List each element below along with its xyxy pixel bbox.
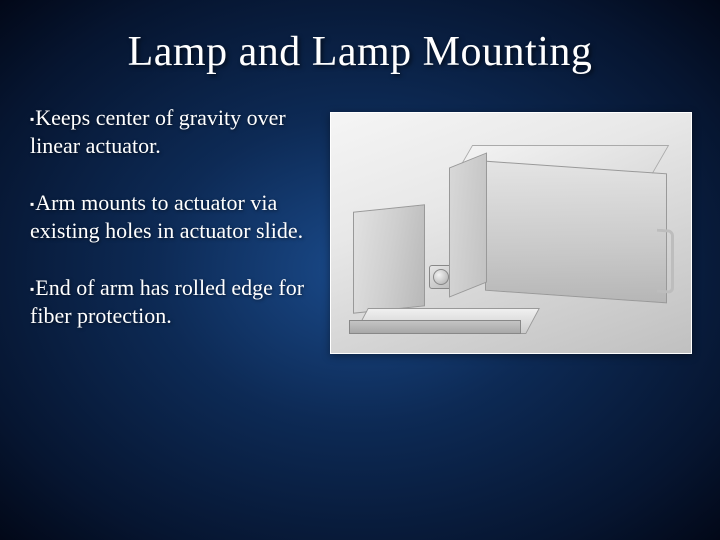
cad-render [330,112,692,354]
bullet-item: ▪Arm mounts to actuator via existing hol… [30,189,310,244]
bracket-side-face [353,204,425,314]
handle-icon [657,229,674,294]
bullet-text: Keeps center of gravity over linear actu… [30,105,286,158]
slide: Lamp and Lamp Mounting ▪Keeps center of … [0,0,720,540]
content-row: ▪Keeps center of gravity over linear act… [0,86,720,359]
bullet-text: Arm mounts to actuator via existing hole… [30,190,303,243]
image-area [330,104,692,359]
page-title: Lamp and Lamp Mounting [0,0,720,86]
housing-front-face [449,152,487,297]
bullet-list: ▪Keeps center of gravity over linear act… [30,104,310,359]
fitting-circle-icon [433,269,449,285]
bracket-base-front [349,320,521,334]
bullet-marker-icon: ▪ [30,282,34,296]
bullet-marker-icon: ▪ [30,112,34,126]
bullet-text: End of arm has rolled edge for fiber pro… [30,275,304,328]
lamp-housing [451,145,671,295]
bullet-item: ▪Keeps center of gravity over linear act… [30,104,310,159]
bullet-item: ▪End of arm has rolled edge for fiber pr… [30,274,310,329]
housing-side-face [485,161,667,304]
bullet-marker-icon: ▪ [30,197,34,211]
